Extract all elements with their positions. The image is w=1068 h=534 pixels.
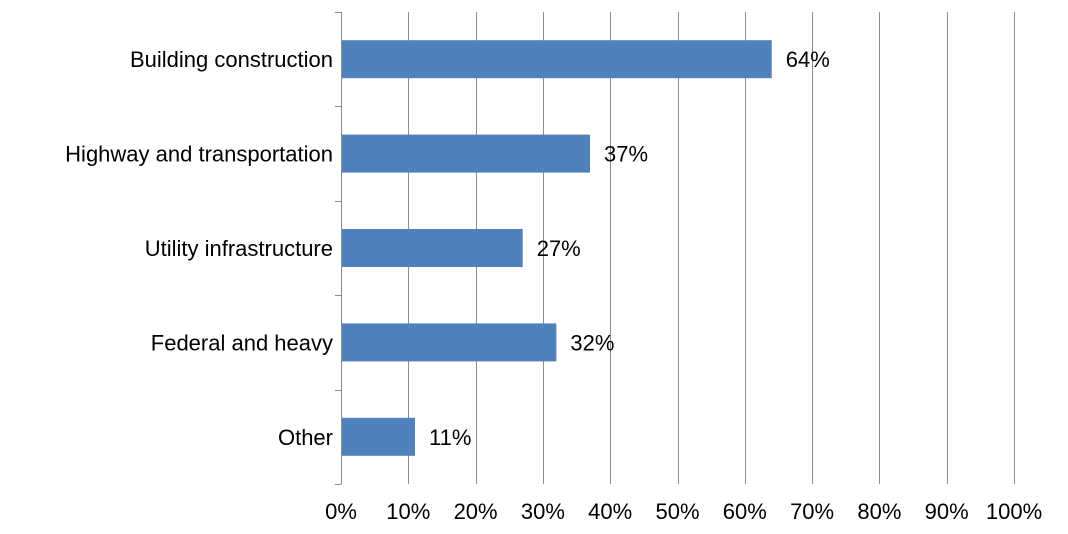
- data-label: 64%: [786, 47, 830, 72]
- data-label: 27%: [537, 236, 581, 261]
- category-label: Building construction: [130, 47, 333, 72]
- x-tick-label: 60%: [723, 499, 767, 524]
- x-tick-label: 80%: [857, 499, 901, 524]
- x-tick-label: 100%: [986, 499, 1042, 524]
- bar: [342, 134, 591, 173]
- bar: [342, 323, 557, 362]
- data-label: 32%: [570, 330, 614, 355]
- x-tick-label: 70%: [790, 499, 834, 524]
- category-axis: [335, 12, 342, 485]
- data-label: 11%: [429, 425, 471, 450]
- gridlines: [408, 12, 1015, 484]
- labels: 0% 10% 20% 30% 40% 50% 60% 70% 80% 90% 100% Buildin…: [65, 47, 1042, 524]
- data-label: 37%: [604, 142, 648, 167]
- bars: [342, 40, 772, 456]
- bar: [342, 229, 523, 267]
- x-tick-label: 90%: [925, 499, 969, 524]
- x-tick-label: 50%: [655, 499, 699, 524]
- x-tick-label: 0%: [325, 499, 357, 524]
- category-label: Highway and transportation: [65, 142, 333, 167]
- category-label: Utility infrastructure: [145, 236, 333, 261]
- x-tick-label: 30%: [521, 499, 565, 524]
- x-tick-label: 10%: [386, 499, 430, 524]
- x-tick-label: 40%: [588, 499, 632, 524]
- category-label: Other: [278, 425, 333, 450]
- bar: [342, 40, 772, 79]
- bar: [342, 417, 416, 456]
- category-label: Federal and heavy: [151, 330, 333, 355]
- x-tick-label: 20%: [454, 499, 498, 524]
